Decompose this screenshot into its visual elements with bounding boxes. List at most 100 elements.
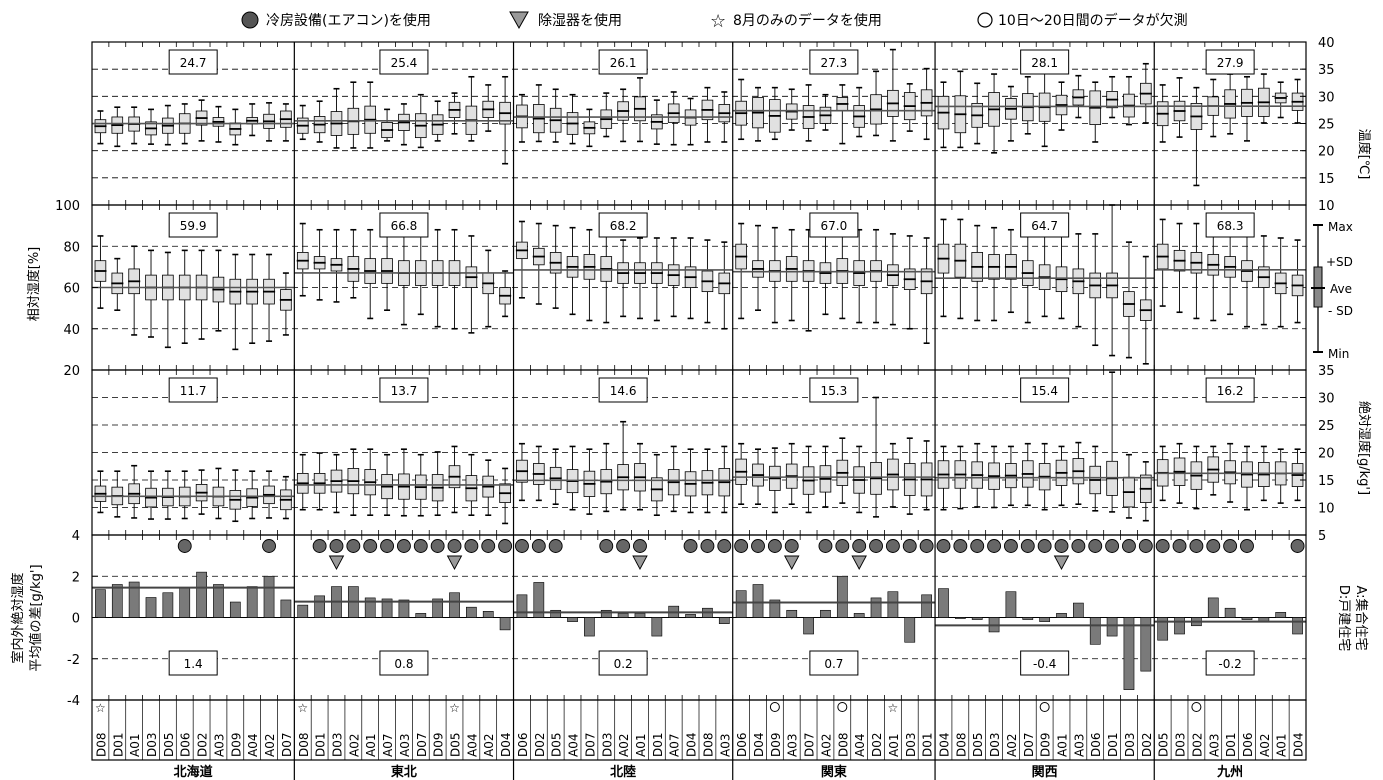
region-mean-box [1020,377,1070,403]
bar [1174,617,1185,635]
ac-marker [1071,539,1086,553]
region-mean-box [598,377,648,403]
region-mean-box [809,49,859,75]
bar [1157,617,1169,641]
ac-marker [633,539,647,553]
ac-marker [1138,539,1153,553]
y-tick-label: 60 [63,282,80,297]
house-label: D09 [1039,732,1053,757]
house-label: D09 [769,732,783,757]
bar [297,604,309,618]
house-label: A04 [246,734,260,757]
region-mean-box [1205,49,1255,75]
bar [499,617,511,631]
house-label: D09 [432,732,446,757]
key-min: Min [1328,347,1349,361]
ac-marker [616,539,631,553]
bar [1207,597,1219,618]
dehum-legend-label: 除湿器を使用 [538,12,622,29]
region-mean-box [1020,212,1070,238]
missing-marker [1039,702,1050,712]
house-label: A03 [1207,734,1221,757]
house-label: D04 [752,732,766,757]
bar [466,606,477,618]
house-label: D02 [1190,732,1204,757]
ac-marker [346,539,361,553]
region-mean-box [379,650,429,676]
y-tick-label: 40 [1318,36,1335,51]
bar [1039,617,1051,622]
y-tick-label: 4 [72,529,80,544]
bar [432,598,444,618]
bar [1089,617,1101,645]
ac-marker [818,539,833,553]
bar [533,582,545,618]
bar [364,597,376,618]
house-label: D05 [1157,732,1171,757]
region-mean-label: 15.3 [821,384,848,398]
region-mean-box [1205,212,1255,238]
ac-marker [396,539,411,553]
bar [1224,607,1236,618]
rh-axis-title: 相対湿度[%] [26,247,42,322]
y-tick-label: 5 [1318,529,1326,544]
diff-axis-title-line1: 室内外絶対湿度 [10,572,26,663]
bar [246,586,258,618]
dehum-legend-marker [509,11,529,30]
ac-marker [1122,539,1136,553]
bar [1123,617,1135,690]
house-label: D01 [921,732,935,757]
bar [179,587,191,618]
bar [718,617,730,624]
bar [921,594,932,618]
house-label: A03 [718,734,732,757]
star-marker: ☆ [297,701,308,715]
region-label: 北海道 [174,764,213,780]
house-label: D06 [516,732,530,757]
ac-marker [413,539,428,553]
bar [398,599,410,618]
house-label: A07 [668,734,682,757]
region-mean-label: 66.8 [391,219,418,233]
bar [1056,613,1067,618]
bar [567,617,578,622]
ac-marker [919,539,934,553]
house-label: D08 [836,732,850,757]
bar [803,617,814,635]
bar [870,597,882,618]
house-label: D06 [735,732,749,757]
house-label: D08 [94,732,108,757]
bar [954,617,966,619]
region-mean-label: 68.3 [1217,219,1244,233]
house-label: A03 [786,734,800,757]
house-label: D03 [988,732,1002,757]
ac-marker [531,539,546,553]
house-label: D09 [229,732,243,757]
bar [651,617,663,637]
ac-marker [767,539,782,553]
ac-marker [515,539,529,553]
house-label: D04 [1292,732,1306,757]
house-label: D07 [583,732,597,757]
bar [904,617,916,643]
bar [786,609,798,618]
house-label: A03 [1072,734,1086,757]
region-mean-box [809,212,859,238]
dehum-marker [632,555,648,570]
region-mean-box [1205,650,1255,676]
ac-marker [1088,539,1103,553]
bar [550,609,562,618]
bar [1005,591,1017,618]
bar [1106,617,1118,637]
missing-legend-marker [977,12,993,28]
house-label: D05 [162,732,176,757]
bar [381,598,393,618]
star-marker: ☆ [888,701,899,715]
bar [735,590,747,618]
house-label: A04 [567,734,581,757]
ac-marker [262,539,276,553]
region-mean-label: 11.7 [180,384,207,398]
ac-marker [363,539,378,553]
y-tick-label: 0 [72,612,80,627]
region-mean-box [379,49,429,75]
